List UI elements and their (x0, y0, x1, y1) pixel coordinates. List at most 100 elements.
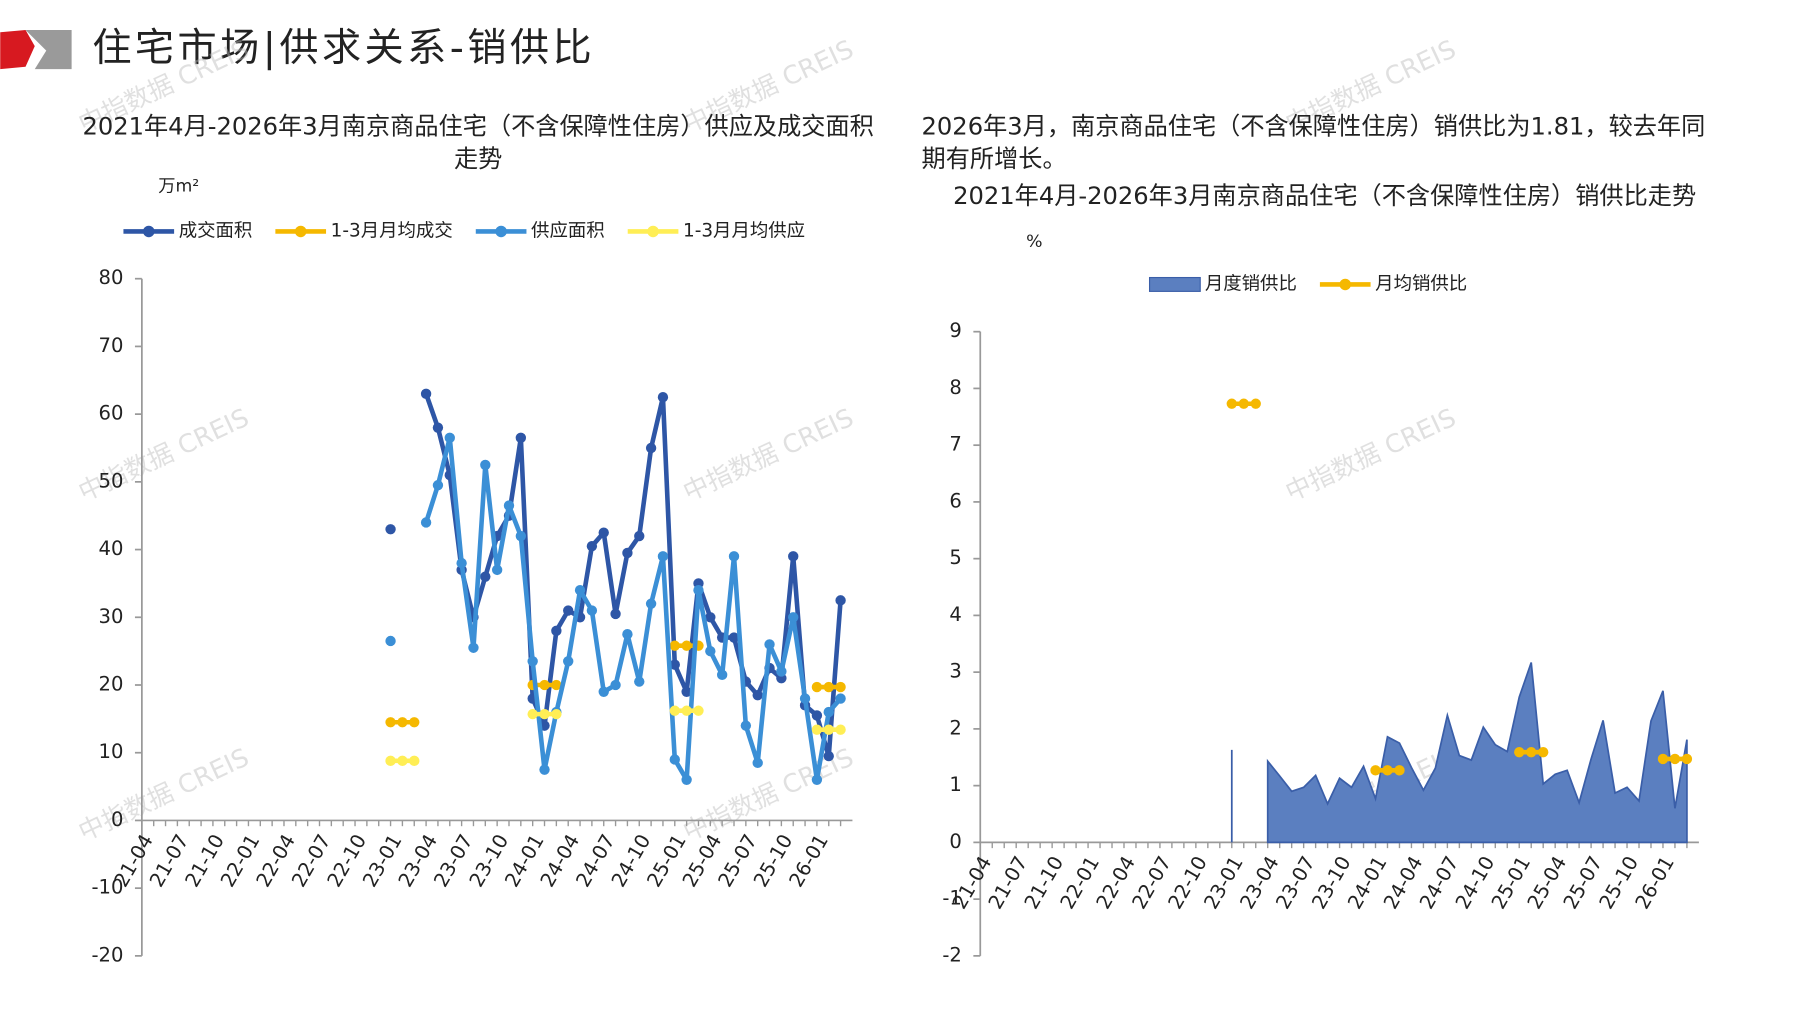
legend-label: 供应面积 (531, 220, 605, 241)
point (835, 724, 846, 735)
point (681, 705, 692, 716)
point (586, 605, 598, 616)
point (811, 774, 823, 785)
page-title: 住宅市场|供求关系-销供比 (92, 26, 595, 71)
watermark: 中指数据 CREIS (1281, 402, 1461, 507)
point (397, 755, 408, 767)
point (515, 432, 527, 444)
y-tick-label: 5 (949, 546, 961, 569)
y-tick-label: -1 (942, 887, 962, 910)
area (1266, 662, 1688, 844)
y-tick-label: 20 (99, 673, 124, 696)
legend-marker (495, 225, 507, 238)
legend-label: 1-3月月均供应 (683, 220, 805, 241)
point (835, 693, 846, 704)
point (385, 717, 396, 728)
legend-label: 成交面积 (179, 220, 253, 241)
point (1657, 753, 1669, 765)
point (811, 724, 823, 735)
point (1226, 398, 1237, 409)
point (823, 706, 834, 718)
chart-title-box: 2021年4月-2026年3月南京商品住宅（不含保障性住房）供应及成交面积走势 (82, 113, 873, 173)
point (1394, 765, 1405, 776)
point (835, 681, 846, 693)
point (1370, 765, 1381, 776)
point (539, 679, 550, 691)
point (823, 724, 834, 735)
legend-marker (647, 225, 659, 238)
point (503, 500, 515, 511)
y-tick-label: -10 (91, 876, 123, 899)
legend-label: 月均销供比 (1375, 273, 1467, 294)
point (420, 388, 432, 400)
point (823, 750, 834, 762)
y-tick-label: 3 (949, 660, 961, 683)
y-tick-label: 6 (949, 489, 961, 512)
y-tick-label: 70 (99, 334, 124, 357)
point (563, 605, 574, 616)
point (776, 666, 787, 677)
point (610, 679, 621, 691)
point (468, 642, 479, 653)
point (551, 625, 562, 637)
point (645, 598, 657, 609)
point (409, 717, 420, 728)
logo-gray (25, 29, 72, 70)
point (728, 551, 740, 562)
y-tick-label: 7 (949, 433, 961, 456)
point (586, 541, 598, 552)
y-tick-label: 30 (99, 605, 124, 628)
point (669, 640, 680, 651)
point (669, 705, 680, 716)
point (788, 612, 799, 623)
y-tick-label: 40 (99, 537, 124, 560)
point (527, 656, 538, 667)
point (1669, 753, 1681, 765)
y-unit: % (1026, 232, 1042, 252)
point (705, 645, 716, 657)
point (693, 585, 704, 596)
point (622, 629, 633, 640)
point (645, 442, 657, 454)
point (669, 659, 680, 670)
point (527, 708, 538, 720)
y-tick-label: 4 (949, 603, 961, 626)
point (385, 524, 396, 535)
legend-label: 1-3月月均成交 (331, 220, 453, 241)
point (634, 676, 645, 687)
y-tick-label: 10 (99, 740, 124, 763)
legend-label: 月度销供比 (1205, 273, 1297, 294)
point (764, 639, 775, 650)
point (432, 480, 444, 491)
legend-marker (143, 225, 155, 238)
point (788, 551, 799, 562)
point (1538, 746, 1549, 758)
point (681, 686, 692, 697)
point (563, 656, 574, 667)
logo-red (0, 29, 35, 70)
point (598, 527, 609, 538)
point (444, 432, 455, 444)
legend-swatch (1148, 276, 1201, 292)
point (491, 564, 503, 576)
point (705, 612, 716, 623)
point (835, 595, 846, 606)
point (1681, 753, 1693, 765)
y-tick-label: 50 (99, 469, 124, 492)
point (385, 755, 396, 767)
point (622, 547, 633, 559)
point (669, 754, 680, 765)
y-unit: 万m² (158, 177, 199, 197)
point (681, 774, 692, 785)
point (799, 693, 811, 704)
point (752, 757, 763, 769)
point (728, 632, 740, 643)
point (420, 517, 432, 528)
point (598, 686, 609, 697)
point (551, 679, 562, 691)
point (716, 669, 728, 681)
point (657, 551, 669, 562)
point (480, 459, 491, 471)
